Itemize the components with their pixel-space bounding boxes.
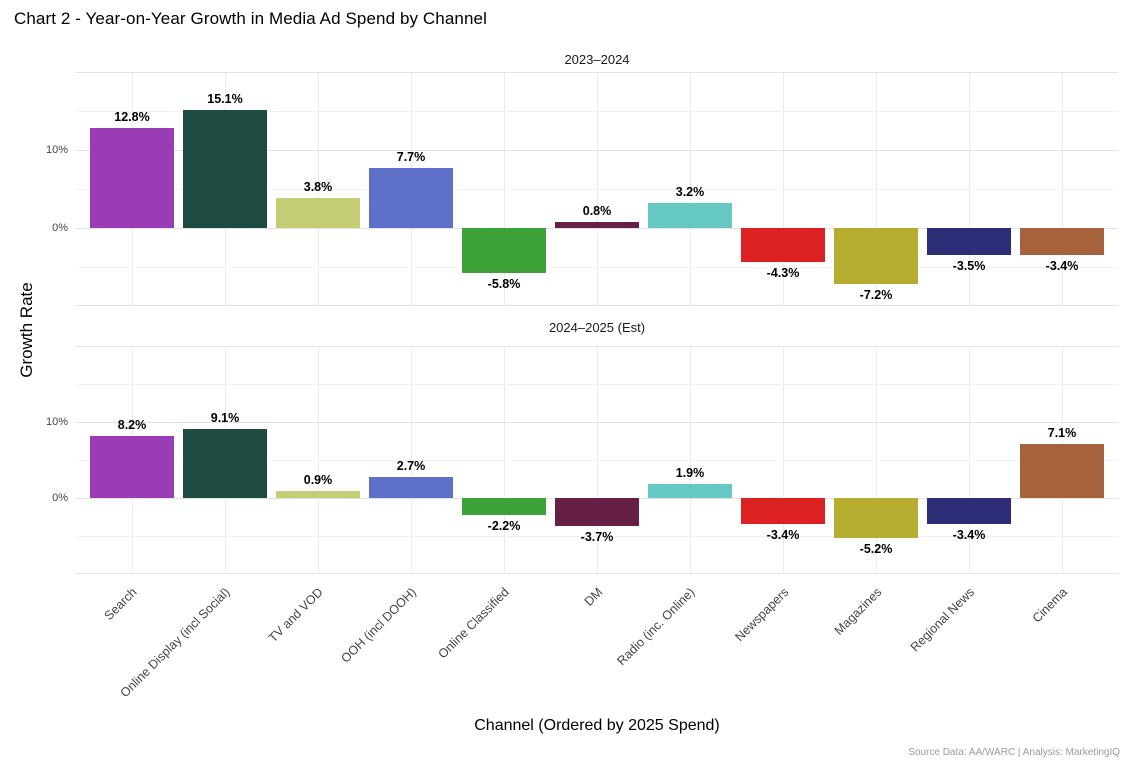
gridline-major (76, 228, 1118, 229)
facet-panel-2023-2024: 12.8% 15.1% 3.8% 7.7% -5.8% 0.8% 3.2% -4.3% -7.2… (76, 72, 1118, 306)
bar-value-label: -3.5% (952, 259, 986, 273)
x-axis-title: Channel (Ordered by 2025 Spend) (474, 717, 720, 734)
bar-value-label: 3.8% (303, 180, 333, 194)
gridline-minor (76, 189, 1118, 190)
bar-magazines (834, 228, 918, 284)
bar-value-label: -3.4% (1045, 259, 1079, 273)
bar-search (90, 128, 174, 228)
facet-label-2024-2025-est: 2024–2025 (Est) (548, 320, 646, 335)
bar-value-label: 12.8% (114, 110, 150, 124)
gridline-minor (76, 111, 1118, 112)
y-axis-title: Growth Rate (17, 282, 36, 378)
bar-value-label: -3.7% (580, 530, 614, 544)
bar-value-label: 0.8% (582, 204, 612, 218)
bar-value-label: -5.8% (487, 277, 521, 291)
bar-value-label: 2.7% (396, 459, 426, 473)
bar-search (90, 436, 174, 498)
bar-radio-inc-online (648, 484, 732, 498)
x-axis-label-slot: Cinema (835, 582, 1070, 625)
y-tick-label: 0% (52, 492, 68, 504)
bar-value-label: -3.4% (766, 528, 800, 542)
bar-online-classified (462, 498, 546, 515)
bar-newspapers (741, 228, 825, 262)
bar-ooh-incl-dooh (369, 477, 453, 498)
bar-value-label: -2.2% (487, 519, 521, 533)
bar-dm (555, 498, 639, 526)
bar-value-label: 3.2% (675, 185, 705, 199)
bar-cinema (1020, 228, 1104, 255)
bar-tv-and-vod (276, 491, 360, 498)
bar-radio-inc-online (648, 203, 732, 228)
gridline-minor (76, 267, 1118, 268)
bar-magazines (834, 498, 918, 538)
bar-ooh-incl-dooh (369, 168, 453, 228)
bar-regional-news (927, 498, 1011, 524)
source-note: Source Data: AA/WARC | Analysis: Marketi… (908, 747, 1120, 758)
facet-label-2023-2024: 2023–2024 (564, 52, 630, 67)
bar-value-label: -4.3% (766, 266, 800, 280)
bar-value-label: 8.2% (117, 418, 147, 432)
bar-value-label: 1.9% (675, 466, 705, 480)
y-tick-label: 10% (45, 416, 68, 428)
bar-regional-news (927, 228, 1011, 255)
bar-value-label: 9.1% (210, 411, 240, 425)
chart-title: Chart 2 - Year-on-Year Growth in Media A… (14, 9, 487, 28)
bar-tv-and-vod (276, 198, 360, 228)
bar-value-label: 7.7% (396, 150, 426, 164)
gridline-minor (76, 536, 1118, 537)
bar-newspapers (741, 498, 825, 524)
bar-value-label: -5.2% (859, 542, 893, 556)
gridline-minor (76, 384, 1118, 385)
gridline-minor (76, 460, 1118, 461)
x-axis-label-cinema: Cinema (1029, 585, 1070, 626)
bar-value-label: -7.2% (859, 288, 893, 302)
gridline-major (76, 422, 1118, 423)
y-tick-label: 10% (45, 144, 68, 156)
bar-online-display-incl-social (183, 429, 267, 498)
bar-cinema (1020, 444, 1104, 498)
y-tick-label: 0% (52, 222, 68, 234)
gridline-major (76, 305, 1118, 306)
gridline-major (76, 346, 1118, 347)
facet-panel-2024-2025-est: 8.2% 9.1% 0.9% 2.7% -2.2% -3.7% 1.9% -3.4% -5.2%… (76, 346, 1118, 574)
gridline-major (76, 573, 1118, 574)
gridline-major (76, 72, 1118, 73)
x-axis-label-online-display-incl-social: Online Display (incl Social) (117, 585, 233, 701)
bar-online-display-incl-social (183, 110, 267, 228)
bar-value-label: 7.1% (1047, 426, 1077, 440)
bar-value-label: 15.1% (207, 92, 243, 106)
gridline-major (76, 150, 1118, 151)
bar-online-classified (462, 228, 546, 273)
bar-value-label: 0.9% (303, 473, 333, 487)
bar-value-label: -3.4% (952, 528, 986, 542)
bar-dm (555, 222, 639, 228)
